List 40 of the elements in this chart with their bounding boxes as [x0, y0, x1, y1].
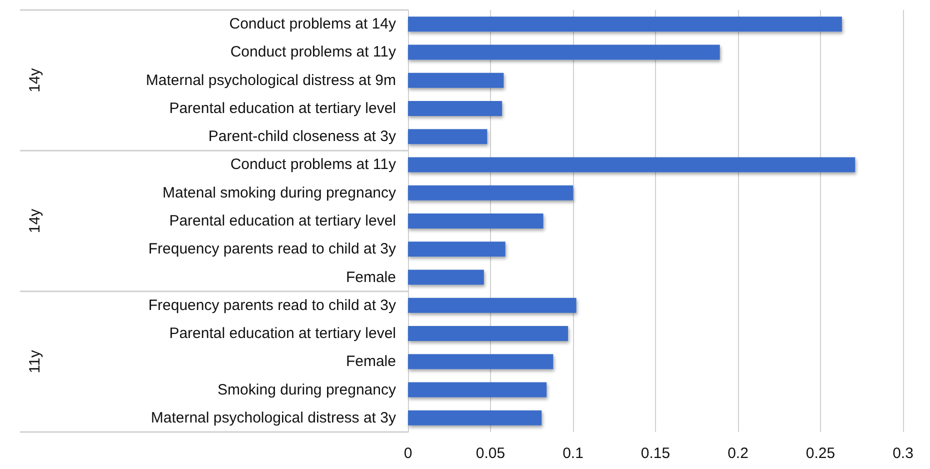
y-tick-label: Conduct problems at 14y: [229, 16, 396, 33]
y-tick-label: Smoking during pregnancy: [218, 381, 396, 398]
bar: [408, 100, 502, 116]
y-tick-label: Frequency parents read to child at 3y: [148, 296, 396, 314]
y-tick-label: Maternal psychological distress at 9m: [146, 72, 396, 89]
bar: [408, 214, 544, 228]
x-tick-label: 0.15: [640, 445, 670, 462]
y-tick-label: Parental education at tertiary level: [169, 325, 396, 342]
y-tick-label: Conduct problems at 11y: [230, 156, 396, 174]
y-tick-label: Female: [346, 268, 396, 286]
x-tick-label: 0: [404, 445, 412, 462]
bar: [408, 157, 856, 172]
bar: [408, 185, 573, 200]
y-tick-label: Frequency parents read to child at 3y: [148, 240, 396, 258]
y-tick-label: Parental education at tertiary level: [169, 100, 396, 117]
x-tick-label: 0.3: [892, 445, 914, 462]
x-tick-label: 0.25: [806, 445, 836, 462]
y-tick-label: Maternal psychological distress at 3y: [150, 409, 396, 426]
bar: [408, 382, 547, 398]
x-tick-label: 0.1: [562, 445, 584, 462]
bar: [408, 326, 568, 342]
text: 11y: [26, 350, 44, 374]
bar: [408, 270, 484, 285]
bar: [408, 16, 842, 32]
bar: [408, 129, 488, 144]
y-tick-label: Female: [346, 353, 396, 370]
y-tick-label: Parental education at tertiary level: [169, 212, 396, 230]
bar: [408, 44, 720, 60]
bar: [408, 72, 504, 88]
x-tick-label: 0.05: [476, 445, 506, 462]
bar: [408, 410, 542, 426]
bar: [408, 242, 506, 257]
text: 14y: [26, 208, 44, 234]
y-tick-label: Conduct problems at 11y: [230, 44, 396, 61]
bar: [408, 298, 576, 313]
x-tick-label: 0.2: [728, 445, 748, 462]
y-tick-label: Matenal smoking during pregnancy: [162, 184, 396, 202]
text: 14y: [26, 68, 44, 92]
bar: [408, 354, 554, 370]
y-tick-label: Parent-child closeness at 3y: [208, 128, 396, 146]
